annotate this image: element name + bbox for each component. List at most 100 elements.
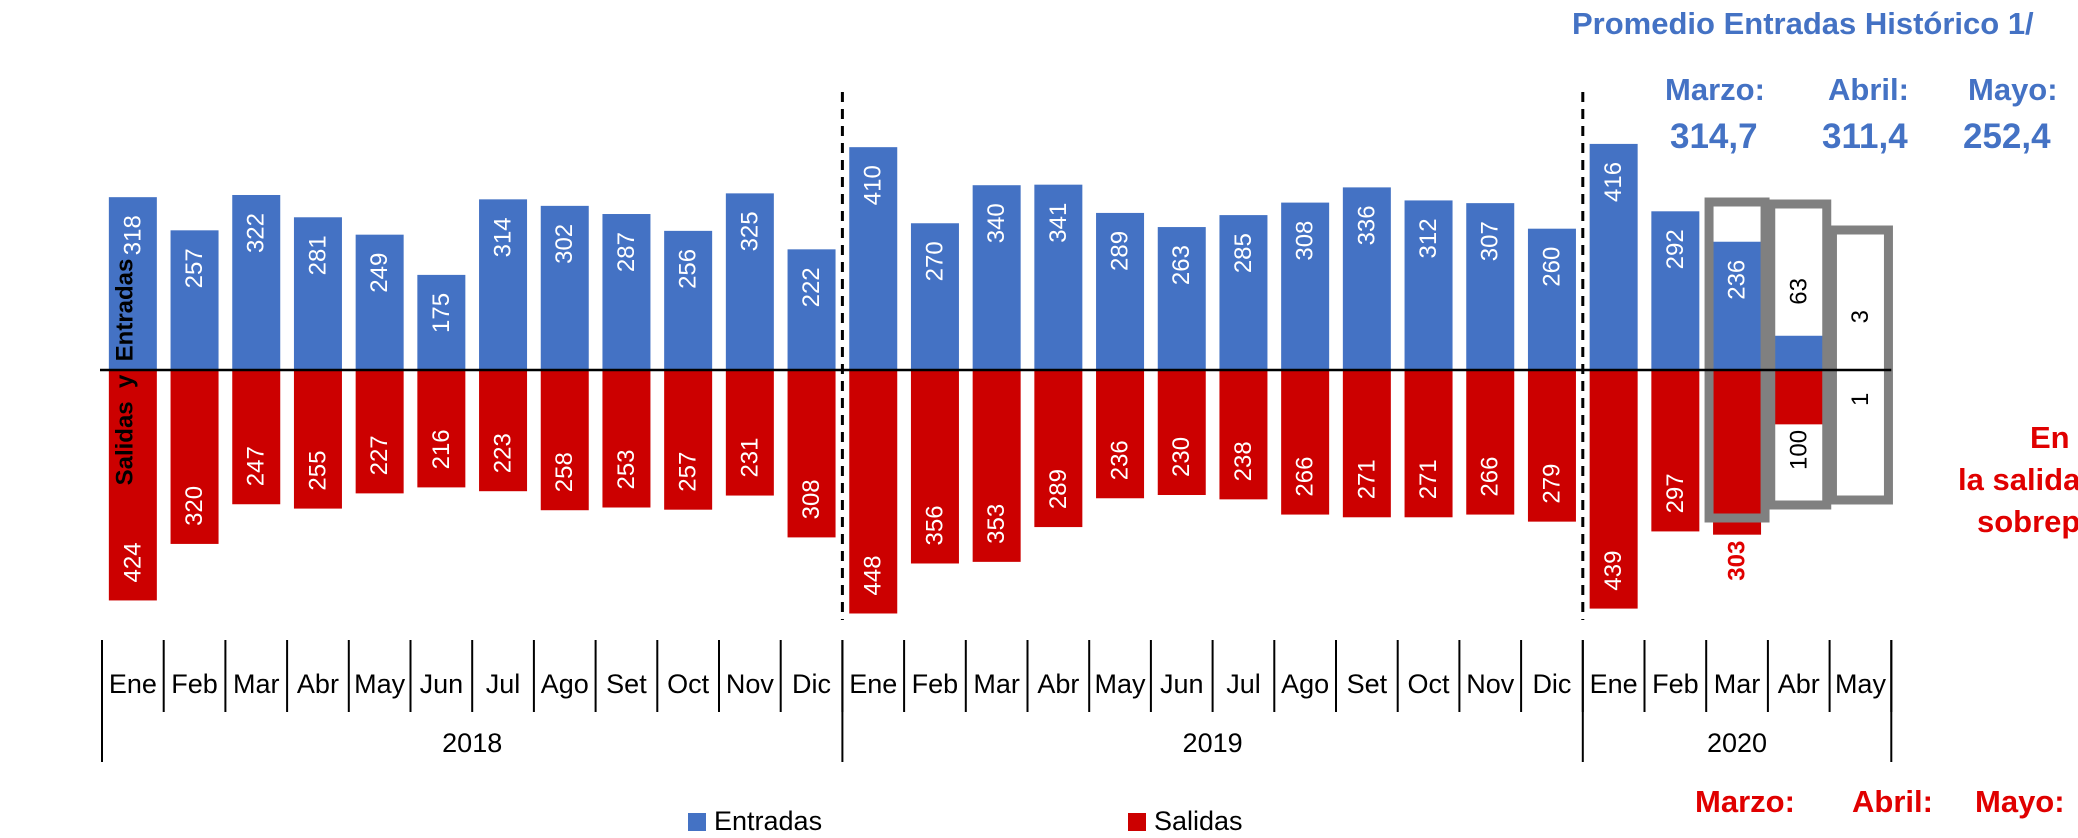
bar-salidas: [787, 370, 836, 538]
x-tick-month: May: [1835, 669, 1887, 699]
data-label-entradas: 322: [243, 213, 270, 253]
bar-entradas: [725, 193, 774, 370]
data-label-salidas: 231: [736, 438, 763, 478]
data-label-entradas: 307: [1477, 221, 1504, 261]
bar-salidas: [1466, 370, 1515, 515]
x-tick-month: Abr: [1778, 669, 1820, 699]
data-label-entradas: 318: [119, 215, 146, 255]
data-label-entradas: 260: [1538, 247, 1565, 287]
x-tick-month: Abr: [297, 669, 339, 699]
right-note-line3: sobrep: [1977, 504, 2078, 539]
x-tick-year: 2020: [1707, 728, 1767, 758]
bar-entradas: [1342, 187, 1391, 370]
data-label-entradas: 312: [1415, 218, 1442, 258]
data-label-entradas: 340: [983, 203, 1010, 243]
bar-salidas: [1589, 370, 1638, 609]
data-label-salidas: 424: [119, 542, 146, 582]
bar-salidas: [293, 370, 342, 509]
entradas-history-header: Promedio Entradas Histórico 1/: [1572, 6, 2034, 41]
bar-salidas: [1527, 370, 1576, 522]
bar-salidas: [1342, 370, 1391, 518]
bar-salidas: [355, 370, 404, 494]
bar-entradas: [849, 147, 898, 370]
data-label-entradas: 249: [366, 253, 393, 293]
data-label-salidas: 253: [613, 449, 640, 489]
data-label-salidas: 247: [243, 446, 270, 486]
bar-entradas: [1589, 143, 1638, 370]
data-label-salidas: 238: [1230, 441, 1257, 481]
data-label-salidas: 266: [1477, 457, 1504, 497]
legend-salidas-swatch: [1128, 812, 1146, 831]
bar-salidas: [1096, 370, 1145, 499]
bar-entradas: [1281, 202, 1330, 370]
data-label-entradas: 263: [1168, 245, 1195, 285]
data-label-entradas: 341: [1045, 203, 1072, 243]
bar-entradas: [602, 214, 651, 370]
bar-salidas: [1157, 370, 1206, 496]
bar-salidas: [232, 370, 281, 505]
data-label-entradas: 285: [1230, 233, 1257, 273]
data-label-entradas: 314: [490, 217, 517, 257]
data-label-salidas: 230: [1168, 437, 1195, 477]
y-axis-label: Salidas y Entradas: [111, 258, 139, 486]
x-tick-month: Oct: [1408, 669, 1451, 699]
entradas-avg-abril-value: 311,4: [1822, 117, 1908, 156]
x-tick-month: Dic: [792, 669, 831, 699]
data-label-salidas: 320: [181, 486, 208, 526]
x-tick-month: Ene: [849, 669, 897, 699]
data-label-entradas: 270: [921, 241, 948, 281]
bar-entradas: [1713, 241, 1762, 370]
legend-entradas-swatch: [688, 812, 706, 831]
bar-salidas: [1404, 370, 1453, 518]
data-label-salidas: 216: [428, 429, 455, 469]
x-tick-month: Feb: [912, 669, 959, 699]
data-label-salidas: 303: [1724, 541, 1751, 581]
bar-entradas: [232, 194, 281, 370]
data-label-salidas: 227: [366, 435, 393, 475]
data-label-entradas: 236: [1724, 260, 1751, 300]
x-tick-month: Abr: [1037, 669, 1079, 699]
bar-salidas: [725, 370, 774, 496]
data-label-salidas: 356: [921, 505, 948, 545]
bar-salidas: [910, 370, 959, 564]
x-tick-month: Feb: [1652, 669, 1699, 699]
data-label-entradas: 410: [860, 165, 887, 205]
bar-entradas: [108, 197, 157, 370]
x-tick-month: Jun: [420, 669, 464, 699]
x-tick-month: Ago: [1281, 669, 1329, 699]
bar-salidas: [1774, 370, 1823, 425]
bar-salidas: [1713, 370, 1762, 535]
bar-entradas: [540, 205, 589, 370]
highlight-box: [1827, 225, 1893, 505]
legend-entradas: Entradas: [688, 806, 822, 837]
x-tick-month: May: [354, 669, 406, 699]
data-label-salidas: 271: [1415, 459, 1442, 499]
bar-salidas: [1651, 370, 1700, 532]
data-label-entradas: 325: [736, 211, 763, 251]
highlight-box: [1766, 199, 1832, 510]
x-tick-month: Mar: [1714, 669, 1761, 699]
right-note-line1: En: [2030, 420, 2070, 455]
bar-entradas: [479, 199, 528, 370]
bar-entradas: [1651, 211, 1700, 370]
bar-salidas: [1034, 370, 1083, 528]
data-label-salidas: 255: [304, 451, 331, 491]
data-label-salidas: 308: [798, 479, 825, 519]
x-tick-month: Dic: [1532, 669, 1571, 699]
bar-entradas: [910, 223, 959, 370]
salidas-avg-marzo-label: Marzo:: [1695, 784, 1795, 819]
data-label-entradas: 289: [1107, 231, 1134, 271]
bar-entradas: [1466, 203, 1515, 370]
legend-entradas-label: Entradas: [714, 806, 823, 836]
data-label-entradas: 336: [1353, 205, 1380, 245]
data-label-entradas: 308: [1292, 221, 1319, 261]
x-tick-month: Jun: [1160, 669, 1204, 699]
x-tick-month: Ago: [541, 669, 589, 699]
data-label-entradas: 292: [1662, 229, 1689, 269]
data-label-entradas: 416: [1600, 162, 1627, 202]
data-label-salidas: 353: [983, 504, 1010, 544]
data-label-salidas: 257: [675, 452, 702, 492]
data-label-salidas: 258: [551, 452, 578, 492]
bar-entradas: [1404, 200, 1453, 370]
bar-salidas: [170, 370, 219, 544]
